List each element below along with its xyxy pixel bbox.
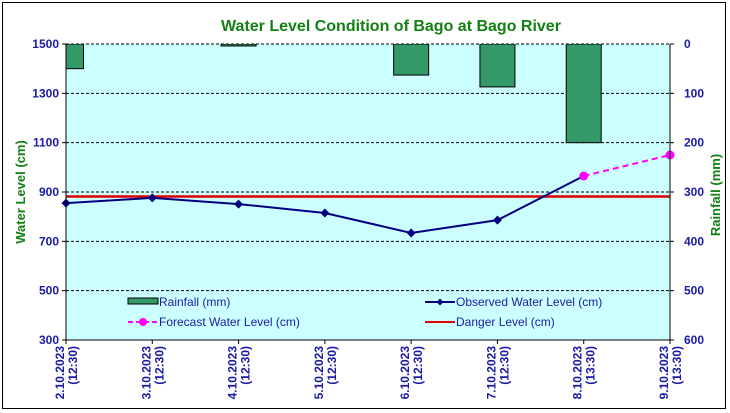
x-tick-label-date: 8.10.2023 xyxy=(571,346,585,400)
x-tick-label-date: 7.10.2023 xyxy=(484,346,498,400)
x-tick-label-time: (12:30) xyxy=(152,346,166,385)
y2-tick-label: 0 xyxy=(684,37,691,51)
y-tick-label: 1100 xyxy=(33,136,59,150)
x-tick-label-time: (13:30) xyxy=(584,346,598,385)
x-tick-label-date: 9.10.2023 xyxy=(657,346,671,400)
legend-label: Observed Water Level (cm) xyxy=(456,295,602,309)
chart-title: Water Level Condition of Bago at Bago Ri… xyxy=(221,18,561,35)
y-tick-label: 900 xyxy=(39,185,59,199)
y-axis-title-left: Water Level (cm) xyxy=(13,140,28,244)
x-tick-label-time: (12:30) xyxy=(411,346,425,385)
x-tick-label-time: (12:30) xyxy=(239,346,253,385)
y-tick-label: 300 xyxy=(39,333,59,347)
rainfall-bar xyxy=(220,44,257,47)
x-tick-label-date: 3.10.2023 xyxy=(139,346,153,400)
y-axis-title-right: Rainfall (mm) xyxy=(708,154,723,236)
y2-tick-label: 200 xyxy=(684,136,704,150)
y2-tick-label: 300 xyxy=(684,185,704,199)
y2-tick-label: 600 xyxy=(684,333,704,347)
x-tick-label-time: (13:30) xyxy=(670,346,684,385)
x-tick-label-date: 5.10.2023 xyxy=(312,346,326,400)
plot-area: 1500 1300 1100 900 700 500 300 0 100 200 300 400 500… xyxy=(32,37,704,399)
observed-point-marker xyxy=(234,199,244,209)
y-tick-label: 1300 xyxy=(32,86,59,100)
legend-marker-forecast xyxy=(139,318,147,326)
forecast-point-marker xyxy=(579,171,589,181)
x-tick-label-date: 2.10.2023 xyxy=(53,346,67,400)
y2-tick-label: 100 xyxy=(684,86,704,100)
y2-tick-label: 400 xyxy=(684,234,704,248)
rainfall-bar xyxy=(565,44,602,144)
forecast-water-level-line xyxy=(583,154,671,177)
legend-swatch-rainfall xyxy=(127,297,159,305)
legend-label: Rainfall (mm) xyxy=(159,295,230,309)
rainfall-bar xyxy=(66,44,84,70)
y-tick-label: 1500 xyxy=(32,37,59,51)
x-tick-label-date: 4.10.2023 xyxy=(226,346,240,400)
legend: Rainfall (mm) Observed Water Level (cm) Fo… xyxy=(127,295,602,329)
y2-tick-label: 500 xyxy=(684,284,704,298)
legend-label: Danger Level (cm) xyxy=(456,315,555,329)
observed-point-marker xyxy=(147,193,157,203)
y-tick-label: 700 xyxy=(39,234,59,248)
y-tick-label: 500 xyxy=(39,284,59,298)
x-tick-label-time: (12:30) xyxy=(66,346,80,385)
rainfall-bars xyxy=(66,44,602,144)
x-tick-label-time: (12:30) xyxy=(497,346,511,385)
rainfall-bar xyxy=(479,44,516,88)
x-tick-label-date: 6.10.2023 xyxy=(398,346,412,400)
observed-point-marker xyxy=(492,215,502,225)
observed-point-marker xyxy=(406,228,416,238)
rainfall-bar xyxy=(393,44,430,76)
observed-point-marker xyxy=(320,208,330,218)
legend-label: Forecast Water Level (cm) xyxy=(159,315,300,329)
legend-marker-observed xyxy=(436,298,444,306)
x-tick-label-time: (12:30) xyxy=(325,346,339,385)
